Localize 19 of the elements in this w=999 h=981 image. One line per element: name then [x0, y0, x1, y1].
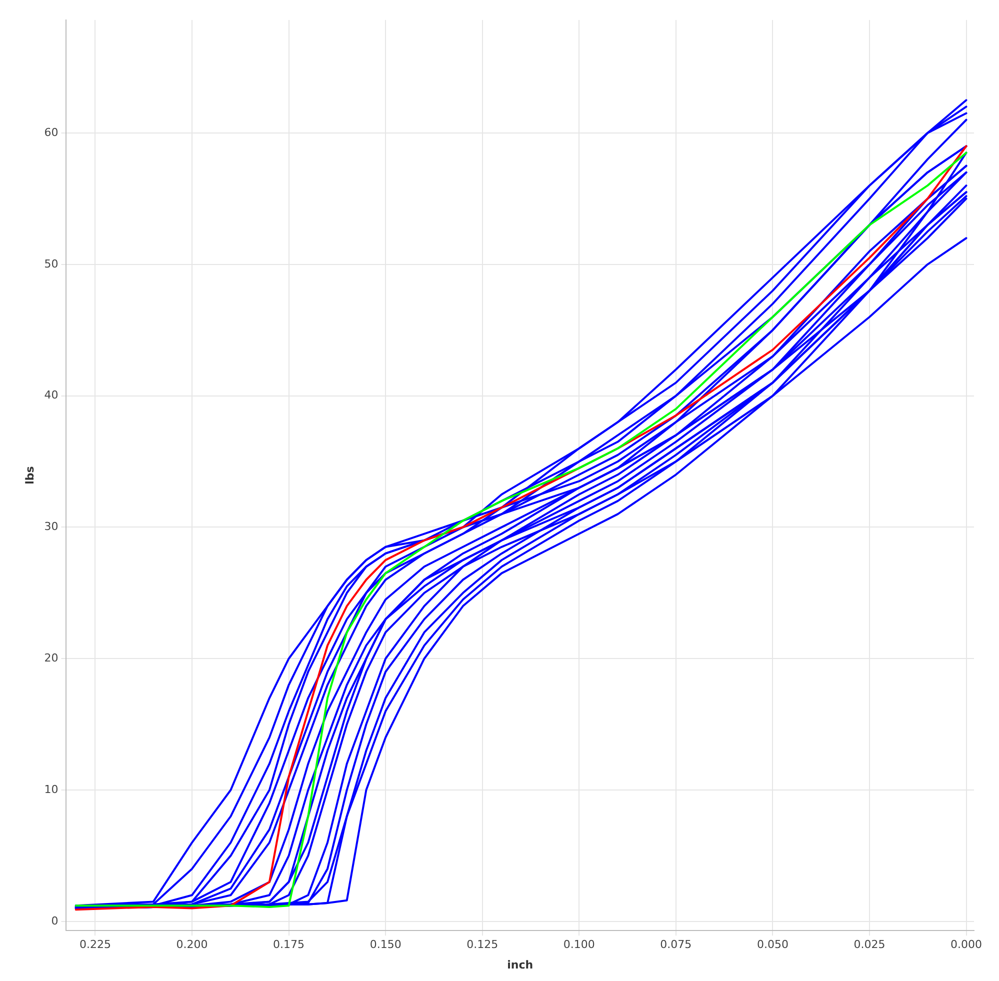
- x-tick-label: 0.200: [176, 938, 208, 952]
- x-tick-label: 0.175: [273, 938, 305, 952]
- x-tick-label: 0.050: [756, 938, 788, 952]
- y-tick-label: 40: [44, 388, 58, 402]
- x-tick-label: 0.100: [563, 938, 595, 952]
- y-tick-label: 0: [51, 914, 58, 928]
- x-tick-label: 0.025: [854, 938, 886, 952]
- y-tick-label: 10: [44, 782, 58, 796]
- x-tick-label: 0.225: [79, 938, 111, 952]
- y-axis-title: lbs: [23, 466, 36, 484]
- x-tick-label: 0.150: [370, 938, 402, 952]
- x-tick-label: 0.125: [466, 938, 498, 952]
- x-axis-title: inch: [507, 958, 534, 972]
- y-tick-label: 50: [44, 257, 58, 270]
- y-tick-label: 20: [44, 651, 58, 664]
- y-tick-label: 60: [44, 126, 58, 139]
- x-tick-label: 0.075: [660, 938, 692, 952]
- y-tick-label: 30: [44, 520, 58, 534]
- x-tick-label: 0.000: [950, 938, 982, 952]
